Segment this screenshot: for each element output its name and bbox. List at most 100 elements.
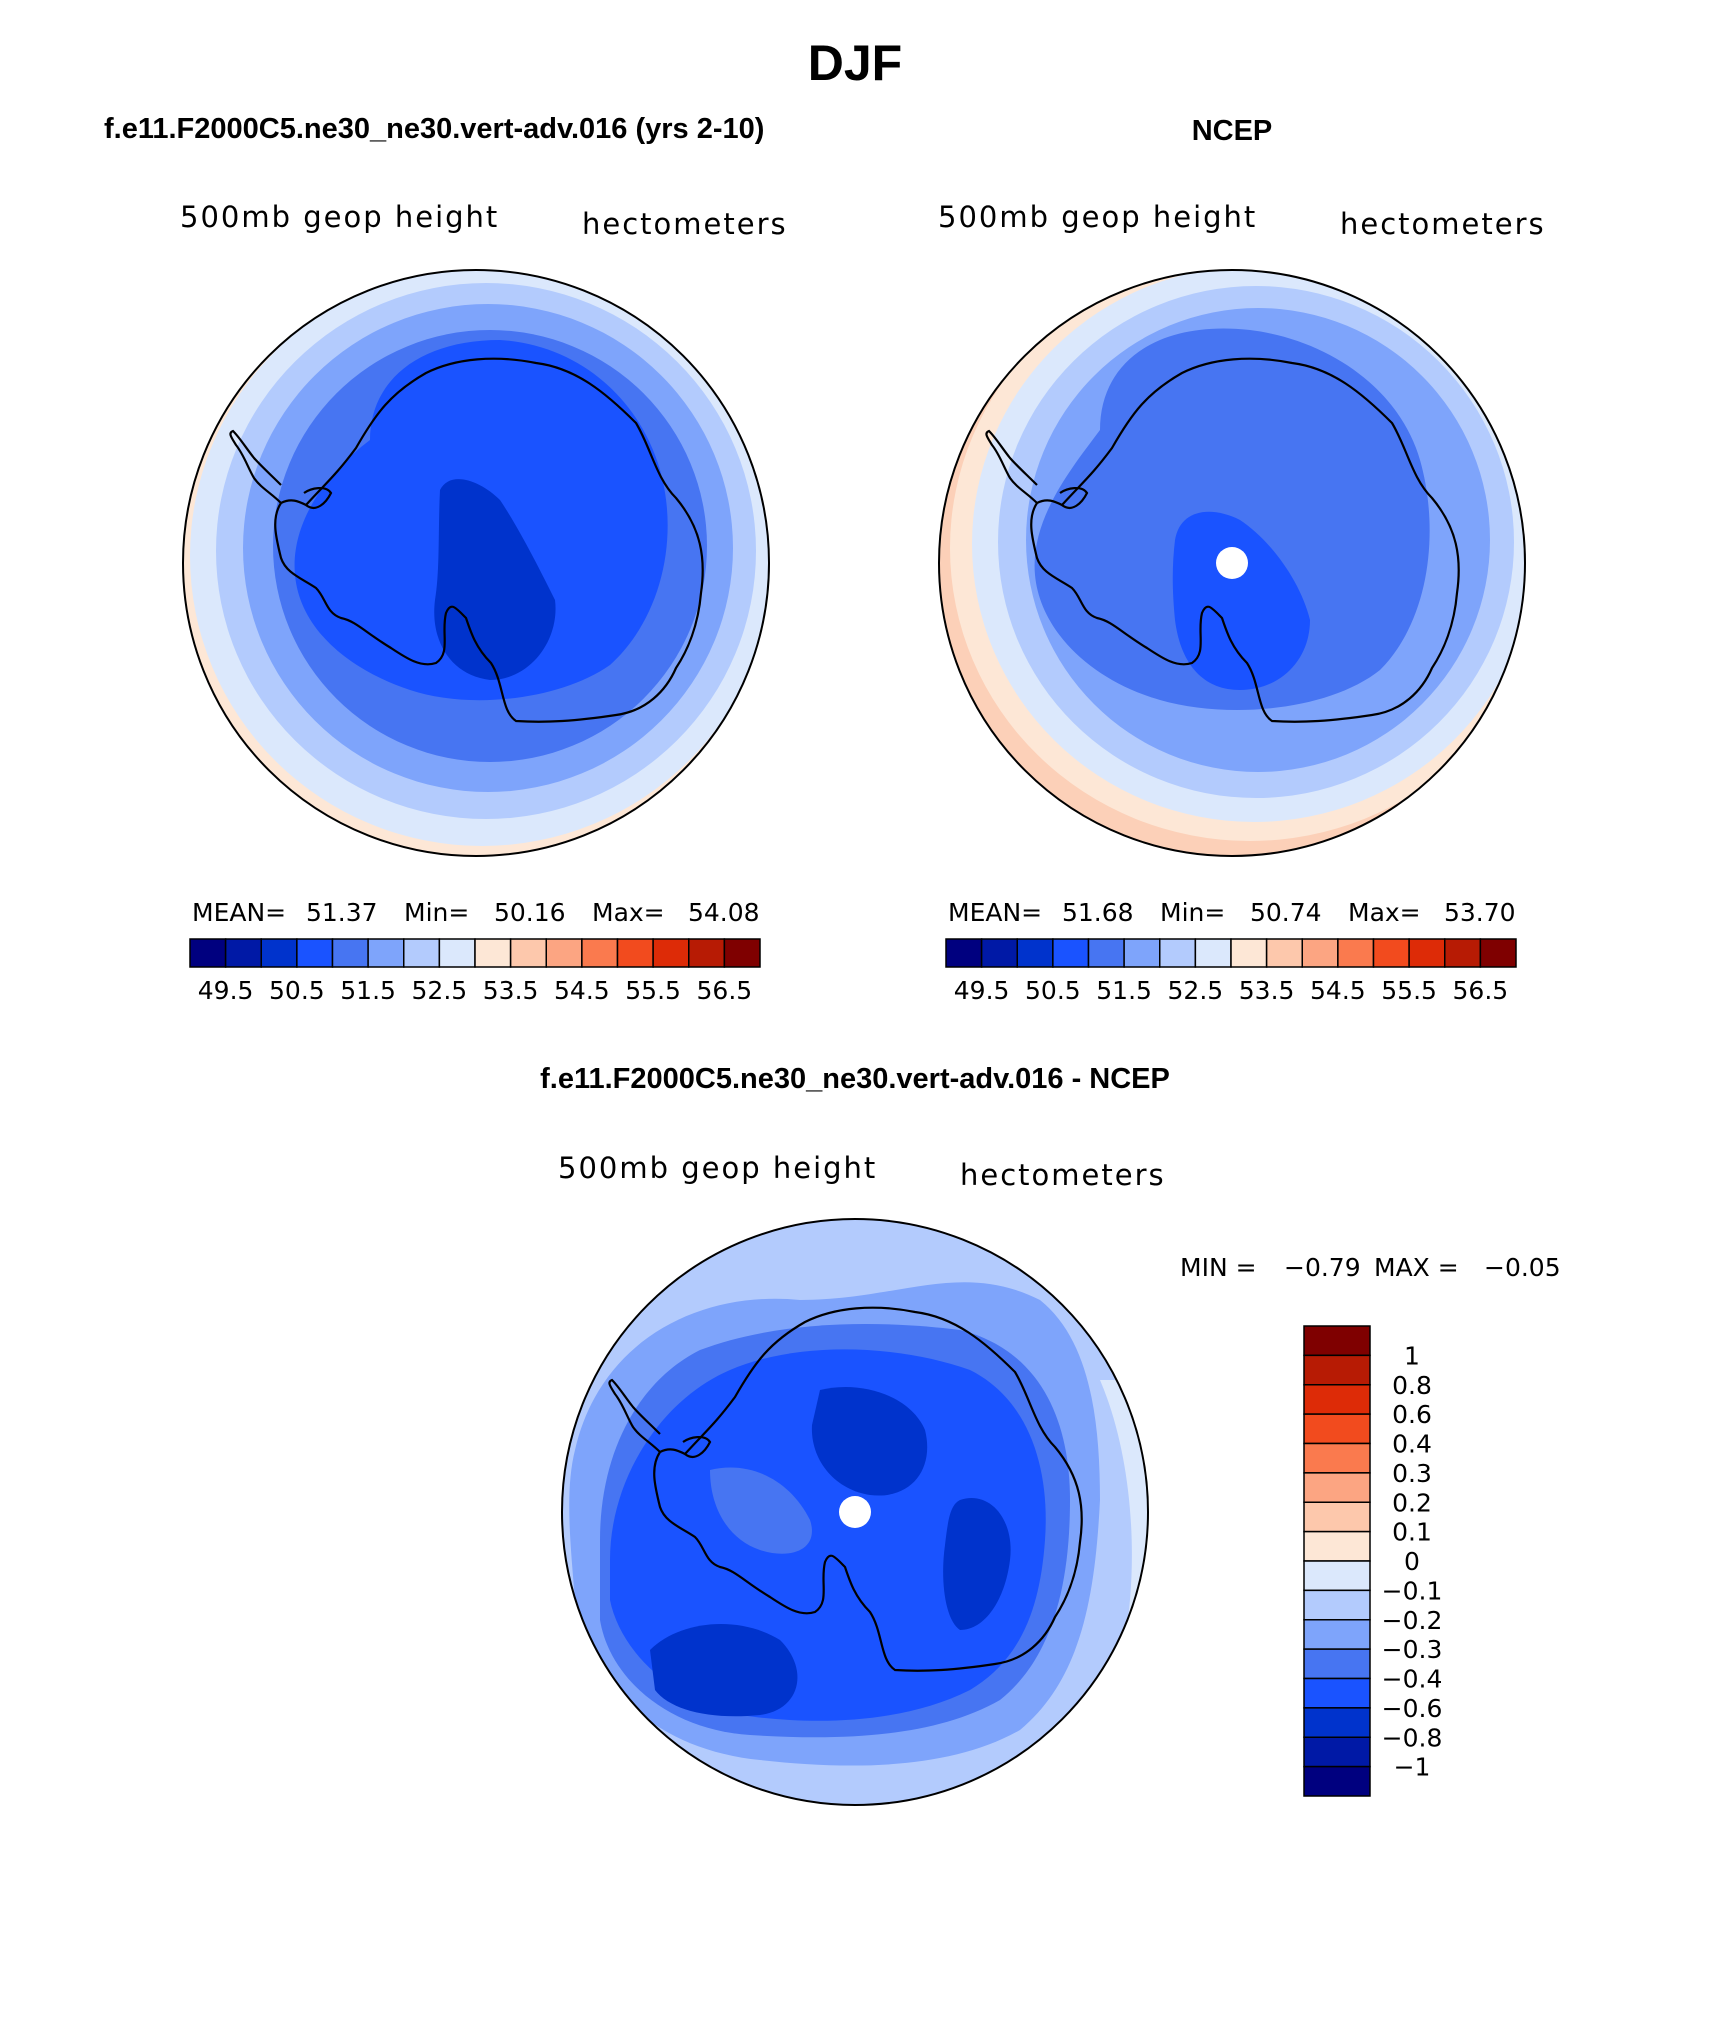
colorbar-model-swatch bbox=[224, 938, 262, 968]
panel3-stats: MIN = −0.79 MAX = −0.05 bbox=[1180, 1253, 1561, 1282]
colorbar-model-swatch bbox=[296, 938, 334, 968]
colorbar-difference-swatch bbox=[1303, 1472, 1371, 1503]
colorbar-difference-swatch bbox=[1303, 1589, 1371, 1621]
colorbar-ncep-tick-label: 51.5 bbox=[1096, 976, 1152, 1005]
panel3-left-label: 500mb geop height bbox=[558, 1151, 877, 1185]
colorbar-difference-swatch bbox=[1303, 1354, 1371, 1386]
panel1-stats: MEAN= 51.37 Min= 50.16 Max= 54.08 bbox=[192, 898, 760, 927]
colorbar-ncep-swatch bbox=[1444, 938, 1482, 968]
map-ncep-border bbox=[938, 269, 1526, 857]
colorbar-difference-tick-label: −0.3 bbox=[1382, 1635, 1443, 1664]
colorbar-model-swatch bbox=[723, 938, 761, 968]
panel3-max-value: −0.05 bbox=[1484, 1253, 1561, 1282]
panel2-right-label: hectometers bbox=[1340, 207, 1546, 241]
colorbar-ncep-swatch bbox=[1230, 938, 1268, 968]
panel1-max-value: 54.08 bbox=[688, 898, 760, 927]
map-model-border bbox=[182, 269, 770, 857]
colorbar-model-swatch bbox=[652, 938, 690, 968]
pole-hole-ncep bbox=[1216, 547, 1248, 579]
map-difference bbox=[562, 1219, 1148, 1805]
colorbar-difference-tick-label: −1 bbox=[1394, 1753, 1431, 1782]
colorbar-ncep-swatch bbox=[1194, 938, 1232, 968]
colorbar-ncep-tick-label: 55.5 bbox=[1381, 976, 1437, 1005]
colorbar-difference-tick-label: 1 bbox=[1404, 1341, 1420, 1370]
colorbar-model-swatch bbox=[616, 938, 654, 968]
colorbar-difference-tick-label: 0 bbox=[1404, 1547, 1420, 1576]
panel1-mean-value: 51.37 bbox=[306, 898, 378, 927]
panel1-left-label: 500mb geop height bbox=[180, 200, 499, 234]
colorbar-ncep-swatch bbox=[1087, 938, 1125, 968]
colorbar-difference-tick-label: 0.1 bbox=[1392, 1518, 1432, 1547]
colorbar-difference-tick-label: −0.1 bbox=[1382, 1576, 1443, 1605]
colorbar-ncep-swatch bbox=[1479, 938, 1517, 968]
colorbar-difference-swatch bbox=[1303, 1648, 1371, 1680]
colorbar-difference-swatch bbox=[1303, 1384, 1371, 1415]
colorbar-model-swatch bbox=[331, 938, 369, 968]
pole-hole-difference bbox=[839, 1496, 871, 1528]
colorbar-ncep-swatch bbox=[945, 938, 983, 968]
colorbar-model-tick-label: 54.5 bbox=[554, 976, 610, 1005]
colorbar-model-swatch bbox=[581, 938, 619, 968]
colorbar-difference-tick-label: 0.3 bbox=[1392, 1459, 1432, 1488]
colorbar-difference-swatch bbox=[1303, 1413, 1371, 1445]
colorbar-ncep-tick-label: 49.5 bbox=[954, 976, 1010, 1005]
colorbar-ncep-swatch bbox=[1301, 938, 1339, 968]
colorbar-model: 49.5 50.5 51.5 52.5 53.5 54.5 55.5 56.5 bbox=[189, 938, 761, 1005]
colorbar-ncep-tick-label: 56.5 bbox=[1453, 976, 1509, 1005]
panel2-left-label: 500mb geop height bbox=[938, 200, 1257, 234]
colorbar-model-tick-label: 56.5 bbox=[697, 976, 753, 1005]
colorbar-ncep-tick-label: 52.5 bbox=[1168, 976, 1224, 1005]
colorbar-difference-tick-label: 0.2 bbox=[1392, 1488, 1432, 1517]
colorbar-difference-swatch bbox=[1303, 1442, 1371, 1474]
colorbar-difference-swatch bbox=[1303, 1707, 1371, 1738]
panel3-max-label: MAX = bbox=[1374, 1253, 1459, 1282]
panel2-max-value: 53.70 bbox=[1444, 898, 1516, 927]
panel2-max-label: Max= bbox=[1348, 898, 1421, 927]
difference-heading: f.e11.F2000C5.ne30_ne30.vert-adv.016 - N… bbox=[540, 1063, 1170, 1095]
colorbar-model-swatch bbox=[438, 938, 476, 968]
colorbar-difference-swatch bbox=[1303, 1530, 1371, 1562]
colorbar-difference-swatch bbox=[1303, 1765, 1371, 1797]
panel2-heading: NCEP bbox=[1192, 115, 1273, 147]
colorbar-ncep-tick-label: 50.5 bbox=[1025, 976, 1081, 1005]
colorbar-difference-tick-label: −0.8 bbox=[1382, 1723, 1443, 1752]
colorbar-model-swatch bbox=[403, 938, 441, 968]
colorbar-difference-swatch bbox=[1303, 1677, 1371, 1709]
panel2-mean-value: 51.68 bbox=[1062, 898, 1134, 927]
colorbar-difference-swatch bbox=[1303, 1736, 1371, 1768]
panel1-right-label: hectometers bbox=[582, 207, 788, 241]
panel2-mean-label: MEAN= bbox=[948, 898, 1042, 927]
colorbar-ncep-swatch bbox=[1408, 938, 1446, 968]
colorbar-ncep-tick-label: 53.5 bbox=[1239, 976, 1295, 1005]
panel3-right-label: hectometers bbox=[960, 1158, 1166, 1192]
colorbar-ncep-tick-label: 54.5 bbox=[1310, 976, 1366, 1005]
colorbar-model-swatch bbox=[260, 938, 298, 968]
colorbar-ncep-swatch bbox=[1337, 938, 1375, 968]
colorbar-difference-tick-label: 0.6 bbox=[1392, 1400, 1432, 1429]
colorbar-model-swatch bbox=[474, 938, 512, 968]
colorbar-difference-swatch bbox=[1303, 1560, 1371, 1592]
colorbar-difference-swatch bbox=[1303, 1501, 1371, 1533]
panel1-mean-label: MEAN= bbox=[192, 898, 286, 927]
colorbar-ncep-swatch bbox=[1052, 938, 1090, 968]
colorbar-ncep: 49.5 50.5 51.5 52.5 53.5 54.5 55.5 56.5 bbox=[945, 938, 1517, 1005]
colorbar-difference-swatch bbox=[1303, 1619, 1371, 1650]
colorbar-ncep-swatch bbox=[1123, 938, 1161, 968]
figure-title: DJF bbox=[808, 35, 902, 91]
colorbar-model-tick-label: 55.5 bbox=[625, 976, 681, 1005]
colorbar-model-tick-label: 52.5 bbox=[412, 976, 468, 1005]
colorbar-difference-tick-label: 0.8 bbox=[1392, 1371, 1432, 1400]
colorbar-model-tick-label: 51.5 bbox=[340, 976, 396, 1005]
panel2-min-label: Min= bbox=[1160, 898, 1225, 927]
colorbar-model-swatch bbox=[545, 938, 583, 968]
panel2-stats: MEAN= 51.68 Min= 50.74 Max= 53.70 bbox=[948, 898, 1516, 927]
panel1-min-label: Min= bbox=[404, 898, 469, 927]
panel3-min-label: MIN = bbox=[1180, 1253, 1257, 1282]
colorbar-model-tick-label: 53.5 bbox=[483, 976, 539, 1005]
colorbar-difference-tick-label: −0.2 bbox=[1382, 1606, 1443, 1635]
map-difference-border bbox=[561, 1218, 1149, 1806]
colorbar-difference: 10.80.60.40.30.20.10−0.1−0.2−0.3−0.4−0.6… bbox=[1303, 1325, 1443, 1797]
panel1-max-label: Max= bbox=[592, 898, 665, 927]
